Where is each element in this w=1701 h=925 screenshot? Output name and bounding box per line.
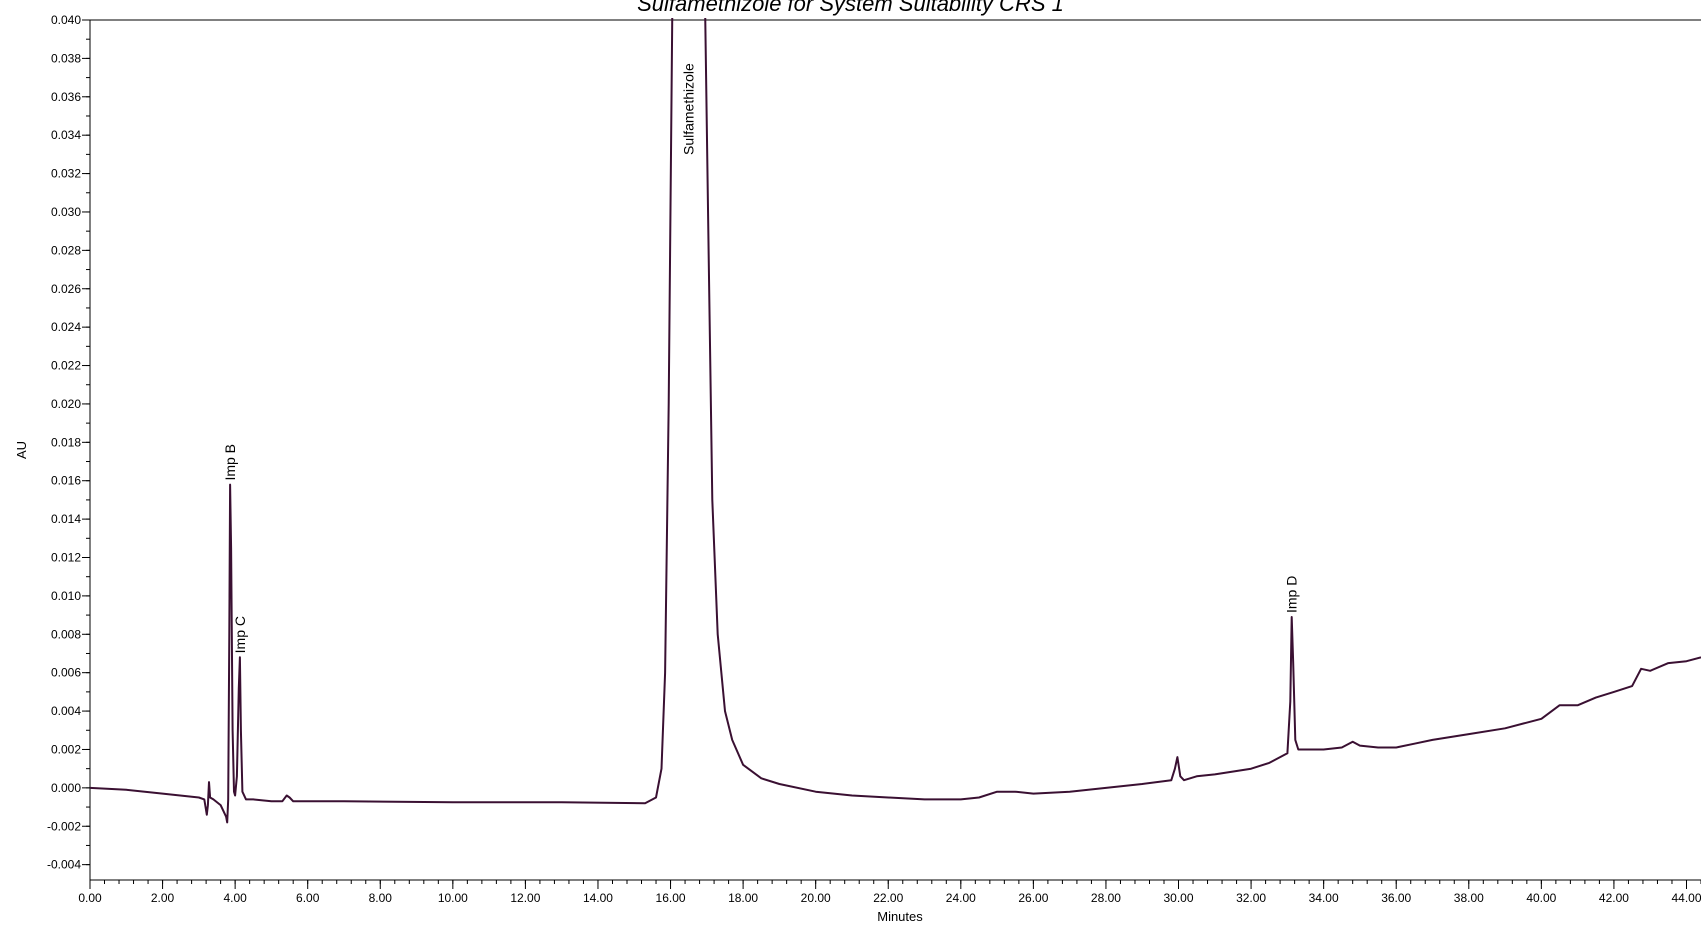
x-tick-label: 22.00: [873, 891, 903, 905]
y-tick-label: 0.030: [51, 205, 81, 219]
x-axis-ticks: 0.00 2.00 4.00 6.00 8.00 10.00 12.00 14.00 16.00…: [78, 880, 1701, 905]
x-tick-label: 36.00: [1381, 891, 1411, 905]
y-tick-label: 0.034: [51, 128, 81, 142]
x-tick-label: 20.00: [801, 891, 831, 905]
y-axis-label: AU: [14, 441, 29, 459]
y-tick-label: -0.004: [47, 858, 81, 872]
x-tick-label: 4.00: [223, 891, 247, 905]
x-tick-label: 28.00: [1091, 891, 1121, 905]
y-tick-label: 0.000: [51, 781, 81, 795]
x-tick-label: 38.00: [1454, 891, 1484, 905]
x-tick-label: 30.00: [1163, 891, 1193, 905]
y-tick-label: 0.010: [51, 589, 81, 603]
x-tick-label: 16.00: [656, 891, 686, 905]
x-tick-label: 32.00: [1236, 891, 1266, 905]
y-tick-label: 0.028: [51, 243, 81, 257]
peak-labels: Imp B Imp C Sulfamethizole Imp D: [222, 63, 1300, 653]
y-tick-label: 0.002: [51, 742, 81, 756]
x-tick-label: 40.00: [1526, 891, 1556, 905]
y-tick-label: 0.036: [51, 90, 81, 104]
y-tick-label: 0.032: [51, 167, 81, 181]
y-tick-label: 0.038: [51, 51, 81, 65]
peak-label: Imp C: [232, 616, 248, 653]
y-tick-label: 0.022: [51, 359, 81, 373]
x-tick-label: 34.00: [1309, 891, 1339, 905]
y-tick-label: 0.040: [51, 13, 81, 27]
axes: [89, 19, 1701, 881]
y-tick-label: 0.012: [51, 551, 81, 565]
y-tick-label: 0.006: [51, 666, 81, 680]
y-tick-label: 0.026: [51, 282, 81, 296]
y-tick-label: 0.020: [51, 397, 81, 411]
y-tick-label: 0.004: [51, 704, 81, 718]
peak-label: Imp B: [222, 444, 238, 481]
peak-label: Sulfamethizole: [681, 63, 697, 155]
x-tick-label: 8.00: [369, 891, 393, 905]
chromatogram-trace: [90, 18, 1701, 824]
x-tick-label: 44.00: [1671, 891, 1701, 905]
peak-label: Imp D: [1284, 576, 1300, 613]
x-tick-label: 26.00: [1018, 891, 1048, 905]
y-tick-label: 0.014: [51, 512, 81, 526]
x-tick-label: 24.00: [946, 891, 976, 905]
series-layer: [90, 18, 1701, 824]
x-tick-label: 12.00: [510, 891, 540, 905]
x-tick-label: 6.00: [296, 891, 320, 905]
chart-title: Sulfamethizole for System Suitability CR…: [637, 0, 1064, 16]
x-axis-label: Minutes: [877, 909, 923, 924]
y-tick-label: 0.016: [51, 474, 81, 488]
y-tick-label: -0.002: [47, 819, 81, 833]
x-tick-label: 42.00: [1599, 891, 1629, 905]
x-tick-label: 14.00: [583, 891, 613, 905]
x-tick-label: 18.00: [728, 891, 758, 905]
y-axis-ticks: 0.040 0.038 0.036 0.034 0.032 0.030 0.028 0.026…: [47, 13, 90, 872]
x-tick-label: 2.00: [151, 891, 175, 905]
y-tick-label: 0.008: [51, 627, 81, 641]
y-tick-label: 0.024: [51, 320, 81, 334]
x-tick-label: 10.00: [438, 891, 468, 905]
y-tick-label: 0.018: [51, 435, 81, 449]
x-tick-label: 0.00: [78, 891, 102, 905]
